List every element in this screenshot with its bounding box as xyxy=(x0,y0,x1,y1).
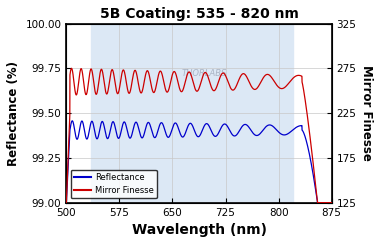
X-axis label: Wavelength (nm): Wavelength (nm) xyxy=(131,223,266,237)
Legend: Reflectance, Mirror Finesse: Reflectance, Mirror Finesse xyxy=(71,170,157,198)
Y-axis label: Mirror Finesse: Mirror Finesse xyxy=(360,65,373,161)
Text: THORLABS: THORLABS xyxy=(182,69,227,78)
Title: 5B Coating: 535 - 820 nm: 5B Coating: 535 - 820 nm xyxy=(100,7,298,21)
Y-axis label: Reflectance (%): Reflectance (%) xyxy=(7,61,20,166)
Bar xyxy=(91,23,293,203)
